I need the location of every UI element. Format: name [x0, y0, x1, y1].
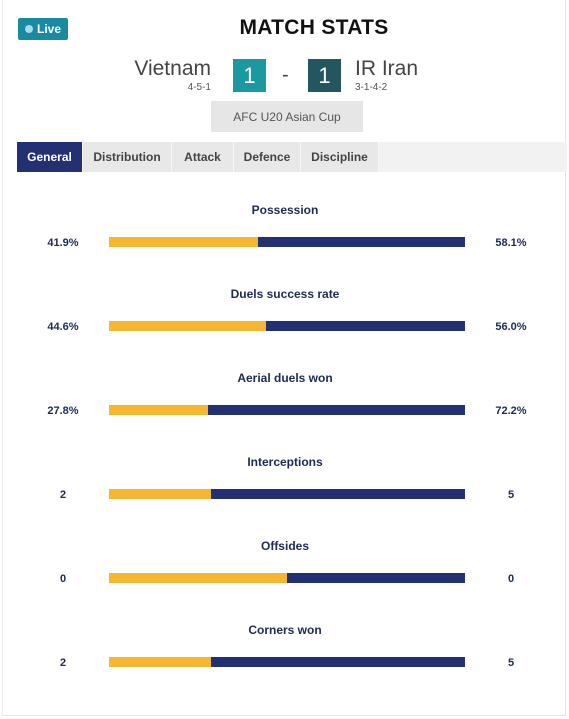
stat-row: Possession 41.9% 58.1% — [3, 203, 567, 263]
stat-bar — [109, 321, 465, 331]
live-label: Live — [36, 22, 61, 36]
competition-label[interactable]: AFC U20 Asian Cup — [211, 101, 363, 132]
stat-bar-home-fill — [109, 405, 208, 415]
stat-home-value: 41.9% — [47, 237, 79, 249]
home-team-name[interactable]: Vietnam — [134, 57, 211, 80]
stat-away-value: 58.1% — [495, 237, 527, 249]
away-team-name[interactable]: IR Iran — [355, 57, 419, 80]
page-title: MATCH STATS — [239, 16, 389, 39]
stat-bar — [109, 573, 465, 583]
stat-bar-home-fill — [109, 489, 211, 499]
tab-distribution[interactable]: Distribution — [83, 142, 172, 172]
stat-row: Offsides 0 0 — [3, 539, 567, 599]
away-team-formation: 3-1-4-2 — [355, 82, 388, 93]
stat-bar — [109, 489, 465, 499]
stat-home-value: 2 — [59, 657, 67, 669]
live-badge: Live — [18, 18, 68, 40]
stats-tabs: General Distribution Attack Defence Disc… — [17, 142, 567, 172]
score-separator: - — [282, 64, 289, 86]
stat-label: Possession — [251, 203, 319, 217]
stat-away-value: 56.0% — [495, 321, 527, 333]
stat-label: Corners won — [248, 623, 322, 637]
stat-bar-home-fill — [109, 573, 287, 583]
stat-bar — [109, 237, 465, 247]
stat-home-value: 2 — [59, 489, 67, 501]
stat-bar-home-fill — [109, 237, 259, 247]
tab-discipline[interactable]: Discipline — [301, 142, 379, 172]
stat-home-value: 44.6% — [47, 321, 79, 333]
away-score: 1 — [308, 59, 341, 92]
stat-row: Interceptions 2 5 — [3, 455, 567, 515]
stat-bar-home-fill — [109, 321, 266, 331]
live-dot-icon — [24, 25, 33, 33]
stat-label: Interceptions — [247, 455, 323, 469]
stat-bar — [109, 657, 465, 667]
stat-row: Corners won 2 5 — [3, 623, 567, 683]
home-score: 1 — [233, 59, 266, 92]
stat-home-value: 0 — [59, 573, 67, 585]
stat-label: Aerial duels won — [237, 371, 333, 385]
stat-label: Offsides — [260, 539, 309, 553]
tab-general[interactable]: General — [17, 142, 83, 172]
stat-away-value: 5 — [507, 489, 515, 501]
stat-row: Duels success rate 44.6% 56.0% — [3, 287, 567, 347]
stat-away-value: 0 — [507, 573, 515, 585]
stat-bar-home-fill — [109, 657, 211, 667]
stat-away-value: 5 — [507, 657, 515, 669]
stat-row: Aerial duels won 27.8% 72.2% — [3, 371, 567, 431]
stat-home-value: 27.8% — [47, 405, 79, 417]
stat-label: Duels success rate — [230, 287, 340, 301]
stat-away-value: 72.2% — [495, 405, 527, 417]
stat-bar — [109, 405, 465, 415]
tab-attack[interactable]: Attack — [172, 142, 234, 172]
tab-defence[interactable]: Defence — [234, 142, 301, 172]
home-team-formation: 4-5-1 — [187, 82, 211, 93]
